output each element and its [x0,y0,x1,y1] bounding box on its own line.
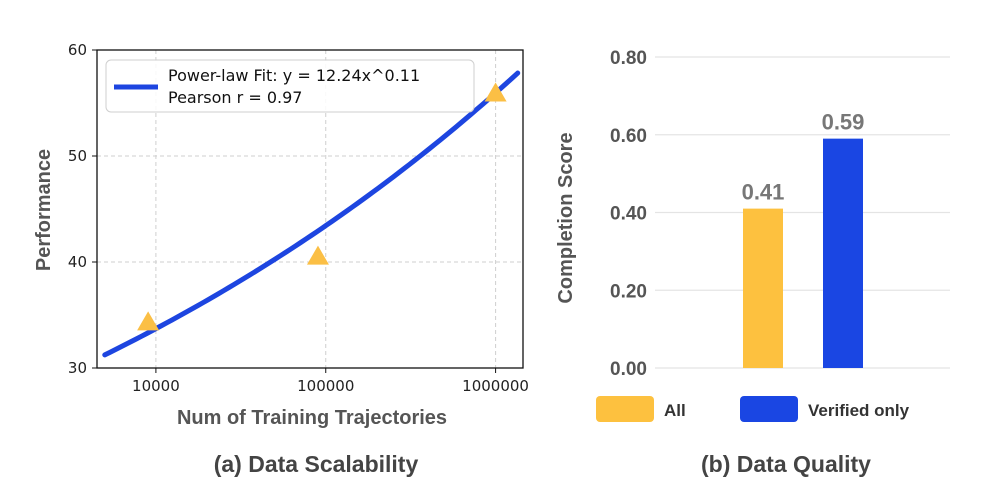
bar-verified-only [823,138,863,368]
right-y-axis-label: Completion Score [555,132,577,303]
y-tick-label: 30 [68,359,87,377]
x-tick-label: 1000000 [462,377,529,395]
y-tick-label: 0.20 [610,281,647,302]
legend-box [105,59,475,113]
legend-entry-fit: Power-law Fit: y = 12.24x^0.11 [168,66,420,85]
left-x-ticks: 10000 100000 1000000 [132,368,529,395]
left-x-axis-label: Num of Training Trajectories [177,407,447,429]
x-tick-label: 10000 [132,377,180,395]
y-tick-label: 0.00 [610,359,647,380]
left-y-ticks: 30 40 50 60 [68,41,97,377]
y-tick-label: 40 [68,253,87,271]
y-tick-label: 60 [68,41,87,59]
left-plot-frame [96,49,524,369]
right-legend: All Verified only [596,396,910,422]
left-caption: (a) Data Scalability [214,451,419,477]
bar-all [743,208,783,368]
legend-swatch-all [596,396,654,422]
scatter-point-triangle [306,245,329,265]
left-y-axis-label: Performance [33,149,55,271]
quality-panel: 0.00 0.20 0.40 0.60 0.80 0.41 0.59 All Verifi… [555,48,950,477]
legend-swatch-verified [740,396,798,422]
bar-value-label: 0.41 [742,180,785,205]
bar-value-label: 0.59 [822,110,865,135]
y-tick-label: 0.40 [610,204,647,225]
y-tick-label: 0.60 [610,126,647,147]
right-y-ticks: 0.00 0.20 0.40 0.60 0.80 [610,48,647,380]
y-tick-label: 50 [68,147,87,165]
right-gridlines [655,56,950,369]
legend-entry-pearson: Pearson r = 0.97 [168,88,302,107]
power-law-fit-line [102,70,521,358]
bars-group: 0.41 0.59 [742,110,865,368]
legend-label-verified: Verified only [808,401,910,420]
y-tick-label: 0.80 [610,48,647,69]
power-law-fit-group [102,70,521,358]
right-caption: (b) Data Quality [701,451,871,477]
legend-label-all: All [664,401,686,420]
scatter-point-triangle [137,311,160,331]
scatter-points-group [137,82,507,331]
left-legend: Power-law Fit: y = 12.24x^0.11 Pearson r… [105,59,475,113]
x-tick-label: 100000 [297,377,354,395]
scalability-panel: 10000 100000 1000000 30 40 50 60 Power-law Fi… [33,41,529,477]
scatter-point-triangle [484,82,507,102]
